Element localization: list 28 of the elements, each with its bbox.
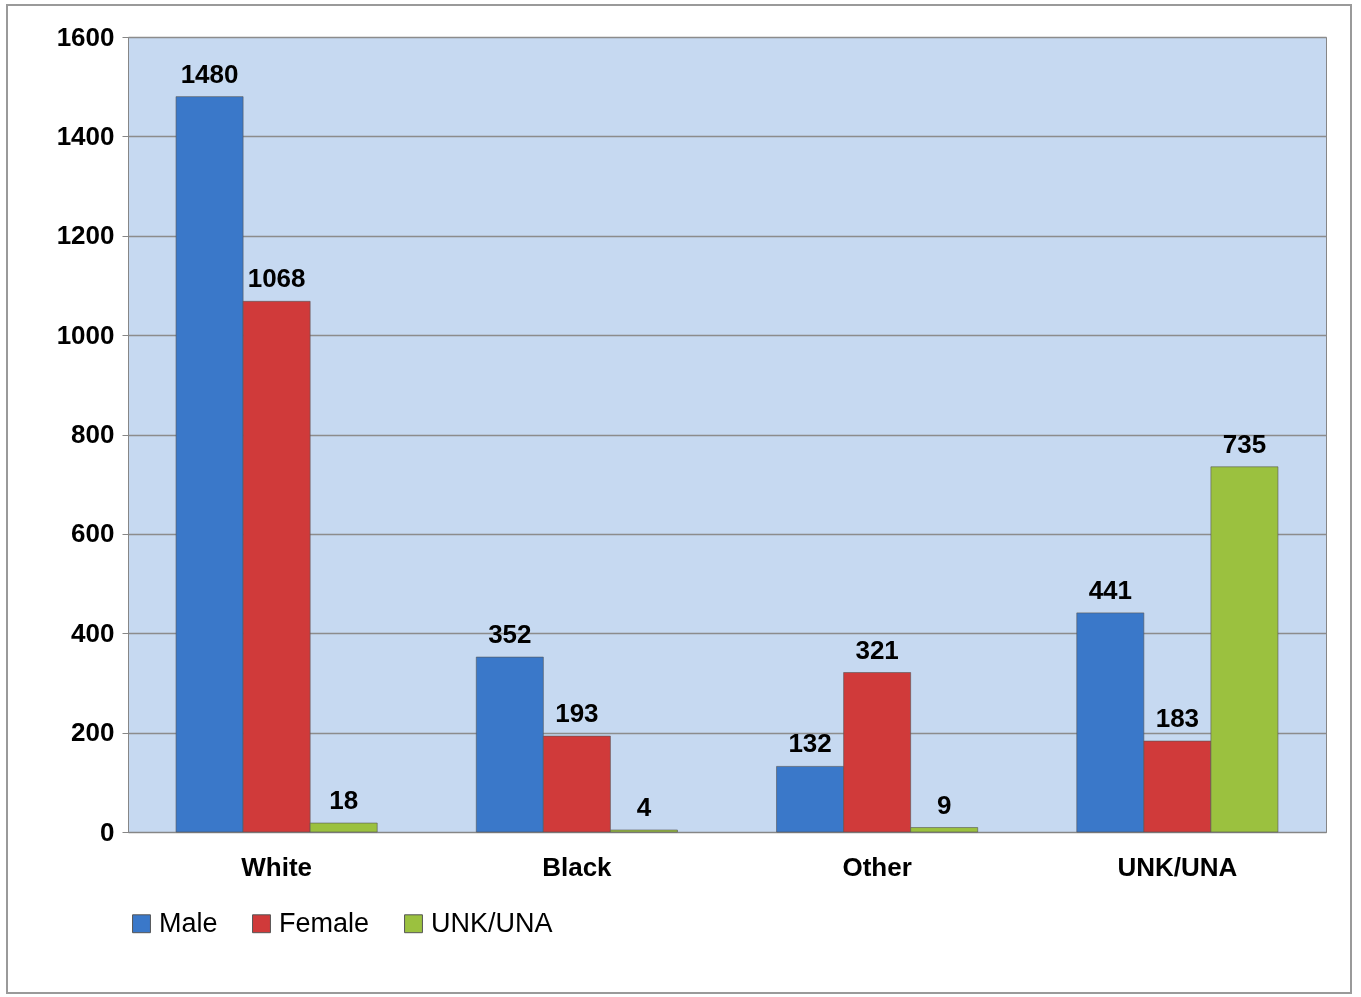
data-label: 18: [329, 785, 359, 816]
data-label: 1068: [247, 263, 306, 294]
y-tick-label: 1200: [56, 220, 115, 251]
legend-label: UNK/UNA: [431, 907, 553, 938]
y-tick-label: 600: [71, 518, 115, 549]
y-tick-label: 0: [100, 816, 115, 847]
data-label: 9: [936, 789, 952, 820]
x-tick-label: UNK/UNA: [1117, 851, 1238, 882]
y-tick-label: 1400: [56, 120, 115, 151]
legend-label: Female: [279, 907, 370, 938]
data-label: 441: [1088, 574, 1133, 605]
data-label: 183: [1155, 703, 1200, 734]
data-label: 193: [555, 698, 599, 729]
data-label: 1480: [180, 58, 239, 89]
y-tick-label: 200: [71, 717, 115, 748]
legend-label: Male: [159, 907, 218, 938]
data-label: 321: [855, 634, 899, 665]
data-label: 132: [788, 728, 832, 759]
y-tick-label: 1000: [56, 319, 115, 350]
data-label: 4: [636, 792, 652, 823]
x-tick-label: Other: [842, 851, 912, 882]
x-tick-label: White: [241, 851, 313, 882]
y-tick-label: 400: [71, 617, 115, 648]
y-tick-label: 800: [71, 419, 115, 449]
data-label: 352: [488, 619, 532, 650]
x-tick-label: Black: [542, 851, 613, 882]
y-tick-label: 1600: [56, 21, 115, 52]
data-label: 735: [1222, 428, 1267, 459]
